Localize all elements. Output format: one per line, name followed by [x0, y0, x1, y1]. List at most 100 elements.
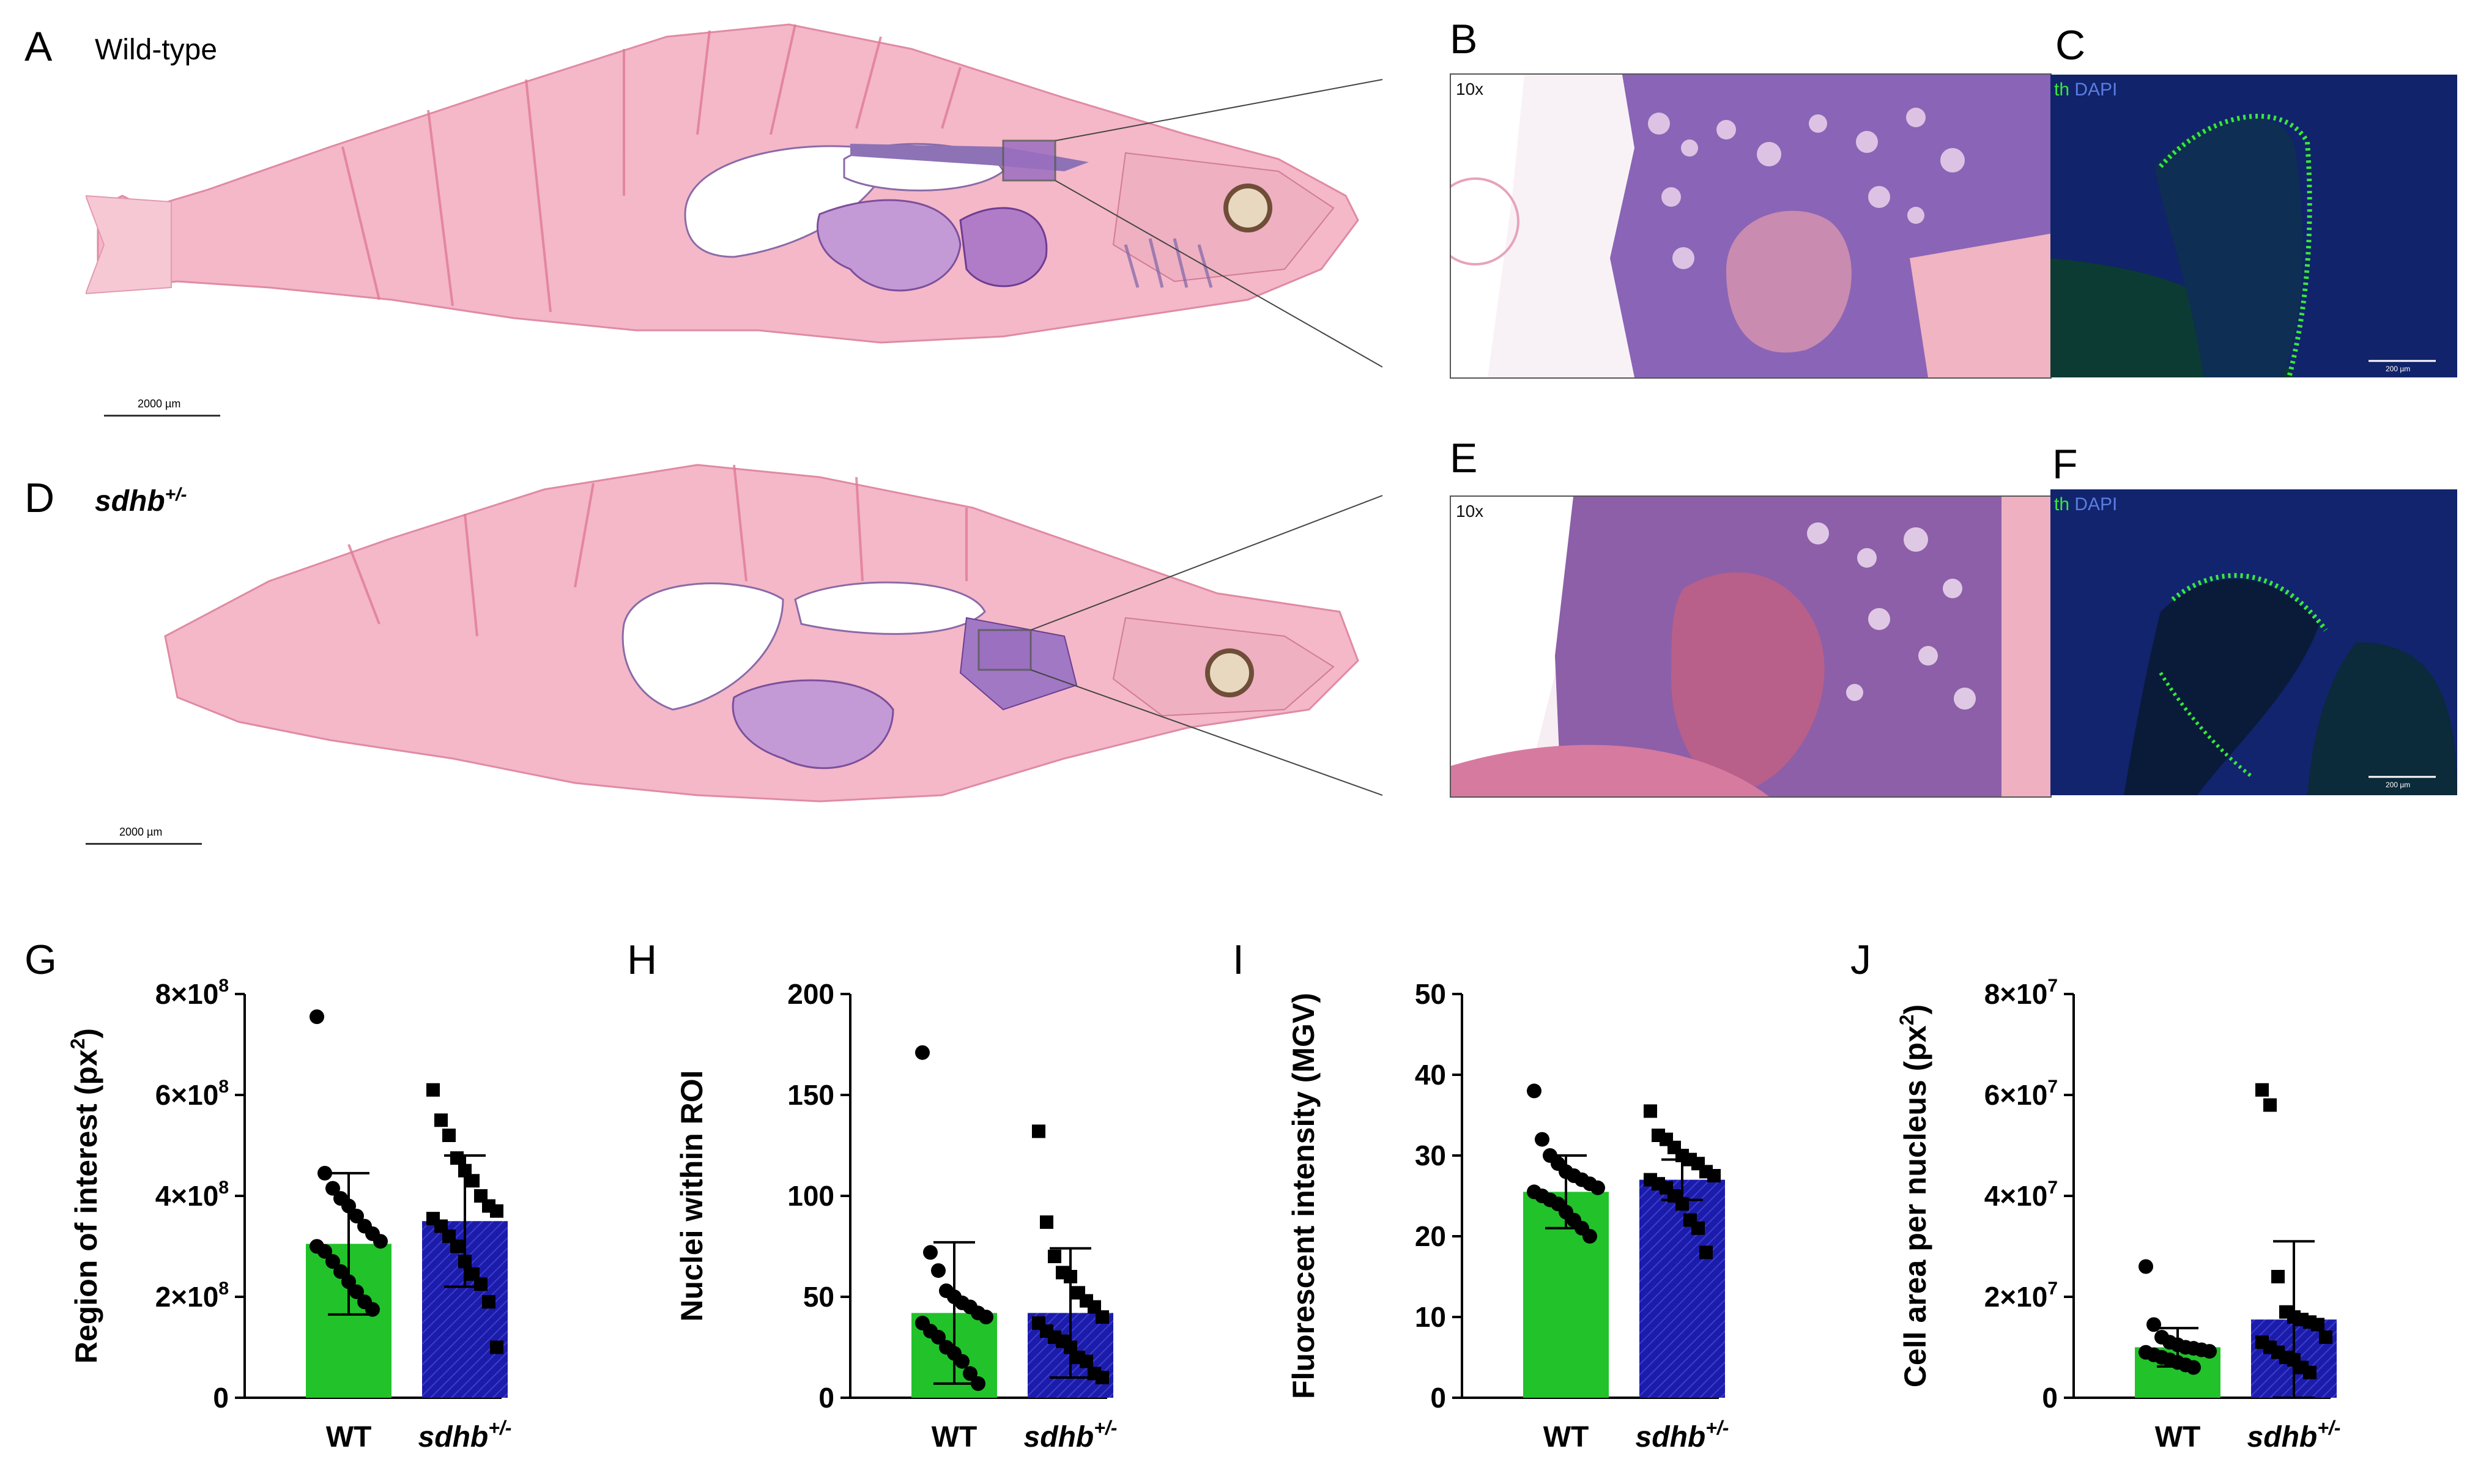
- data-point: [2319, 1330, 2332, 1344]
- data-point: [1064, 1270, 1077, 1283]
- panel-letter-c: C: [2055, 22, 2086, 69]
- y-axis-title: Region of interest (px2): [67, 1028, 103, 1363]
- data-point: [2263, 1098, 2277, 1112]
- scalebar-a: 2000 µm: [104, 398, 226, 422]
- y-tick-label: 40: [1415, 1059, 1446, 1091]
- data-point: [325, 1254, 340, 1269]
- data-point: [1535, 1132, 1549, 1147]
- data-point: [373, 1234, 388, 1249]
- histology-image-e: 10x: [1450, 495, 2052, 798]
- data-point: [1096, 1310, 1109, 1324]
- data-point: [310, 1009, 324, 1025]
- data-point: [490, 1204, 503, 1218]
- data-point: [1048, 1250, 1061, 1263]
- channel-th-f: th: [2054, 494, 2070, 514]
- channel-th-c: th: [2054, 80, 2070, 100]
- data-point: [349, 1209, 364, 1223]
- data-point: [474, 1277, 488, 1291]
- y-tick-label: 4×107: [1984, 1178, 2058, 1212]
- chart-g: 0 2×108 4×108 6×108 8×108 Region of interest …: [67, 976, 511, 1453]
- y-tick-label: 2×108: [155, 1278, 229, 1313]
- data-point: [931, 1263, 946, 1278]
- data-point: [325, 1181, 340, 1196]
- data-point: [915, 1045, 930, 1060]
- panel-letter-f: F: [2052, 441, 2078, 488]
- y-tick-label: 150: [787, 1079, 834, 1111]
- panel-a-label: Wild-type: [95, 34, 218, 66]
- data-point: [923, 1245, 938, 1260]
- y-axis-title: Cell area per nucleus (px2): [1896, 1004, 1932, 1387]
- y-tick-label: 6×108: [155, 1077, 229, 1111]
- data-point: [466, 1174, 480, 1188]
- data-point: [1644, 1104, 1657, 1118]
- y-tick-label: 0: [2042, 1382, 2058, 1414]
- data-point: [979, 1310, 993, 1324]
- x-tick-label: WT: [326, 1421, 372, 1453]
- x-tick-label: WT: [932, 1421, 977, 1453]
- data-point: [1590, 1180, 1605, 1195]
- chart-j: 0 2×107 4×107 6×107 8×107 Cell area per nucle…: [1896, 976, 2341, 1453]
- panel-d-label-main: sdhb: [95, 485, 165, 518]
- histology-image-b: 10x: [1450, 73, 2052, 379]
- scalebar-f-label: 200 µm: [2386, 781, 2411, 789]
- y-axis-title: Nuclei within ROI: [675, 1070, 709, 1321]
- scalebar-a-label: 2000 µm: [138, 398, 181, 410]
- y-tick-label: 8×108: [155, 976, 229, 1010]
- panel-letter-h: H: [627, 937, 658, 983]
- y-tick-label: 0: [1430, 1382, 1446, 1414]
- magnification-e: 10x: [1456, 502, 1484, 521]
- data-point: [317, 1165, 332, 1181]
- data-point: [2146, 1317, 2161, 1332]
- chart-i: 0 10 20 30 40 50 Fluorescent intensity (MGV) WT…: [1286, 978, 1729, 1453]
- y-tick-label: 6×107: [1984, 1077, 2058, 1111]
- data-point: [341, 1274, 356, 1289]
- data-point: [1707, 1169, 1721, 1182]
- fluorescence-image-f: th DAPI 200 µm: [2050, 489, 2457, 795]
- data-point: [1032, 1124, 1045, 1138]
- data-point: [442, 1129, 456, 1142]
- scalebar-d-line: [86, 843, 202, 845]
- y-tick-label: 10: [1415, 1301, 1446, 1333]
- y-tick-label: 4×108: [155, 1178, 229, 1212]
- data-point: [2139, 1259, 2153, 1274]
- panel-letter-e: E: [1450, 435, 1478, 481]
- panel-d-label: sdhb+/-: [95, 484, 187, 518]
- data-point: [426, 1083, 440, 1097]
- data-point: [1080, 1354, 1093, 1368]
- data-point: [1675, 1197, 1689, 1211]
- channel-labels-c: th DAPI: [2054, 80, 2117, 100]
- panel-letter-j: J: [1850, 937, 1871, 983]
- data-point: [2303, 1365, 2317, 1379]
- channel-dapi-f: DAPI: [2074, 494, 2118, 514]
- data-point: [931, 1330, 946, 1345]
- panel-letter-d: D: [24, 475, 55, 521]
- data-point: [955, 1354, 970, 1369]
- data-point: [2202, 1344, 2217, 1359]
- magnification-b: 10x: [1456, 80, 1484, 98]
- roi-box-d: [977, 629, 1032, 671]
- x-tick-label: sdhb+/-: [1024, 1417, 1118, 1453]
- histology-fish-wild-type: [86, 12, 1382, 404]
- data-point: [1691, 1221, 1705, 1235]
- panel-letter-b: B: [1450, 16, 1478, 62]
- scalebar-a-line: [104, 415, 220, 417]
- data-point: [2311, 1318, 2324, 1332]
- x-tick-label: sdhb+/-: [2247, 1417, 2341, 1453]
- data-point: [317, 1244, 332, 1259]
- data-point: [458, 1255, 472, 1269]
- panel-letter-a: A: [24, 23, 53, 70]
- panel-d-label-sup: +/-: [165, 484, 187, 505]
- scalebar-c-label: 200 µm: [2386, 365, 2411, 373]
- x-tick-label: WT: [1543, 1421, 1589, 1453]
- data-point: [1527, 1083, 1541, 1099]
- data-point: [490, 1340, 503, 1354]
- data-point: [1582, 1229, 1597, 1244]
- scalebar-d: 2000 µm: [86, 826, 208, 850]
- y-tick-label: 0: [213, 1382, 229, 1414]
- x-tick-label: WT: [2155, 1421, 2201, 1453]
- data-point: [2271, 1270, 2285, 1283]
- panel-letter-i: I: [1233, 937, 1244, 983]
- data-point: [2186, 1360, 2201, 1375]
- fluorescence-image-c: th DAPI 200 µm: [2050, 75, 2457, 377]
- data-point: [434, 1113, 448, 1127]
